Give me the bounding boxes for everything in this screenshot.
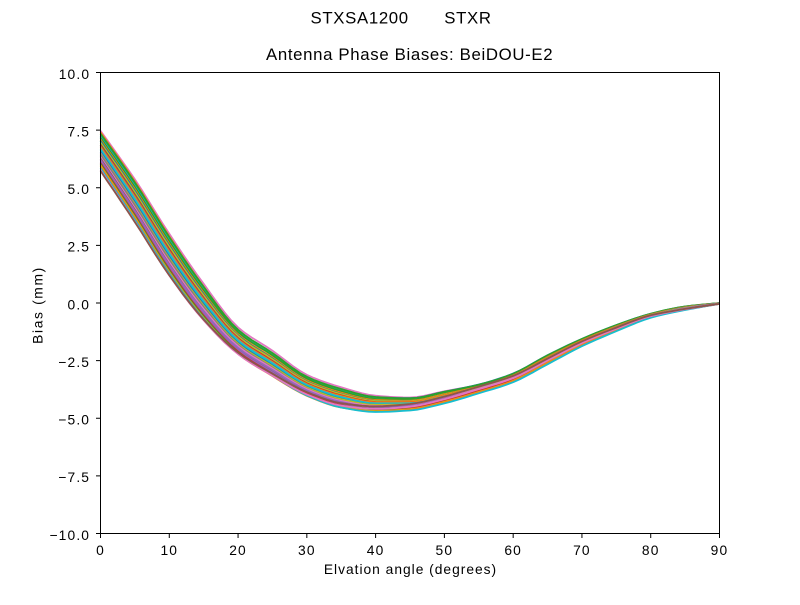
svg-text:Bias (mm): Bias (mm): [31, 266, 46, 344]
svg-text:30: 30: [298, 543, 316, 558]
svg-text:−2.5: −2.5: [58, 355, 90, 370]
svg-text:80: 80: [642, 543, 660, 558]
svg-text:7.5: 7.5: [68, 124, 91, 139]
svg-text:Elvation angle (degrees): Elvation angle (degrees): [324, 562, 497, 577]
svg-text:STXSA1200: STXSA1200: [311, 9, 409, 28]
svg-text:Antenna Phase Biases: BeiDOU-E: Antenna Phase Biases: BeiDOU-E2: [266, 45, 553, 64]
svg-text:10.0: 10.0: [59, 67, 90, 82]
svg-text:40: 40: [367, 543, 385, 558]
svg-text:50: 50: [436, 543, 454, 558]
svg-text:−10.0: −10.0: [49, 528, 90, 543]
svg-text:−5.0: −5.0: [58, 413, 90, 428]
svg-text:5.0: 5.0: [68, 182, 91, 197]
svg-text:10: 10: [160, 543, 178, 558]
svg-text:20: 20: [229, 543, 247, 558]
svg-text:2.5: 2.5: [68, 240, 91, 255]
svg-text:0: 0: [96, 543, 105, 558]
svg-text:STXR: STXR: [444, 9, 491, 28]
svg-text:−7.5: −7.5: [58, 470, 90, 485]
svg-text:70: 70: [573, 543, 591, 558]
svg-text:0.0: 0.0: [68, 297, 91, 312]
svg-text:60: 60: [504, 543, 522, 558]
svg-text:90: 90: [711, 543, 729, 558]
